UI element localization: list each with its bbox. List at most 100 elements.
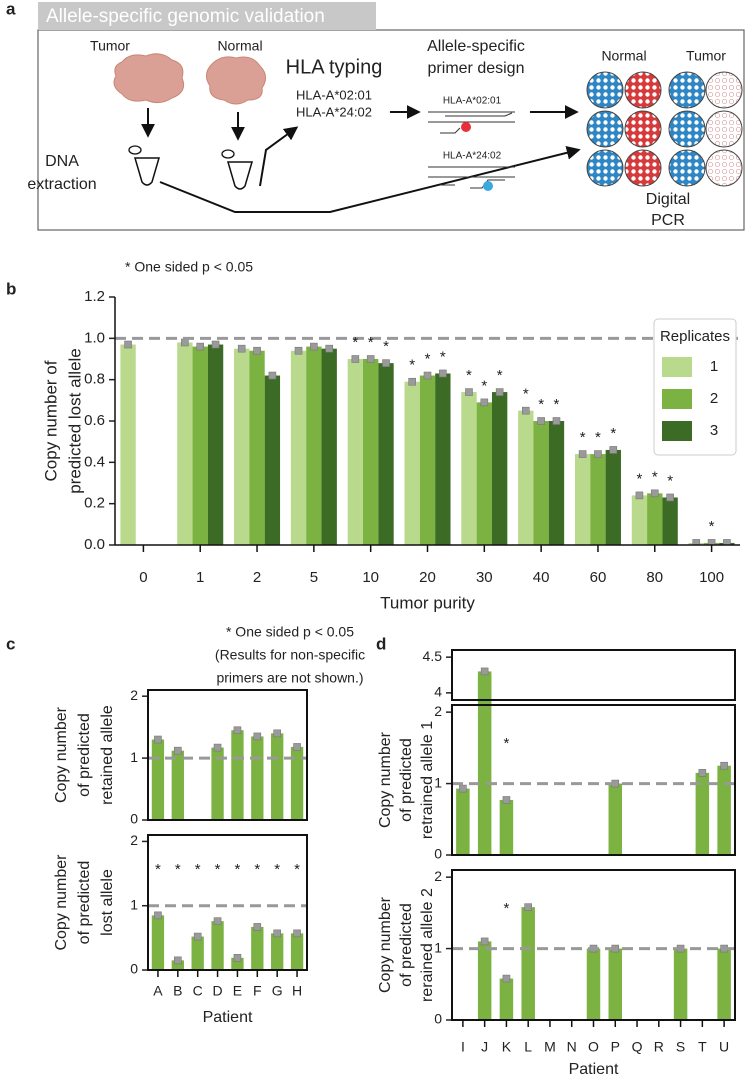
significance-star: * <box>440 348 446 365</box>
replicate-marker <box>253 732 262 741</box>
replicate-marker <box>612 904 619 911</box>
dpcr-tumor: Tumor <box>686 48 726 64</box>
y-axis-label: rerained allele 2 <box>419 888 436 1002</box>
replicate-marker <box>154 911 162 920</box>
bar <box>207 344 224 545</box>
replicate-marker <box>310 342 318 351</box>
replicate-marker <box>213 743 222 752</box>
bar <box>192 346 208 545</box>
x-tick-label: J <box>481 1039 488 1055</box>
y-axis-label: retained allele <box>99 705 116 805</box>
significance-star: * <box>504 900 510 917</box>
y-axis-label: of predicted <box>76 861 93 945</box>
replicate-marker <box>465 388 473 396</box>
tube-lid <box>221 149 235 159</box>
bar <box>695 772 710 855</box>
significance-star: * <box>466 367 472 384</box>
replicate-marker <box>503 920 510 927</box>
bar <box>290 350 307 545</box>
bar <box>251 736 264 820</box>
replicate-marker <box>721 886 728 893</box>
y-tick-label: 2 <box>130 687 138 703</box>
x-tick-label: O <box>588 1039 599 1055</box>
y-axis-label: Copy number <box>377 896 394 993</box>
bar <box>533 421 549 545</box>
dna-label: DNA <box>45 153 79 170</box>
bar <box>321 348 337 545</box>
bar <box>171 750 184 820</box>
replicate-marker <box>174 746 182 755</box>
replicate-marker <box>233 953 242 962</box>
title-box <box>38 2 376 30</box>
y-tick-label: 1 <box>434 939 442 955</box>
replicate-marker <box>273 729 281 738</box>
y-tick-label: 2 <box>434 868 442 884</box>
significance-star: * <box>175 861 181 878</box>
well <box>668 71 706 109</box>
bar <box>191 936 204 970</box>
panel-a: a Allele-specific genomic validation Tum… <box>6 0 745 231</box>
tube-lid <box>128 145 142 155</box>
replicate-marker <box>237 344 246 353</box>
y-tick-label: 1 <box>130 896 138 912</box>
bar <box>251 926 264 970</box>
bar <box>363 359 379 545</box>
significance-star: * <box>383 338 389 355</box>
x-tick-label: K <box>502 1039 512 1055</box>
well <box>586 110 624 148</box>
bar <box>477 675 492 855</box>
y-tick-label: 1.0 <box>84 329 105 346</box>
significance-star: * <box>294 861 300 878</box>
plot-frame <box>147 834 308 971</box>
significance-star: * <box>368 334 374 351</box>
replicate-marker <box>196 342 205 351</box>
significance-star: * <box>610 425 616 442</box>
significance-star: * <box>504 735 510 752</box>
plot-area <box>477 903 731 1020</box>
x-tick-label: 2 <box>253 569 261 586</box>
bar <box>271 933 284 970</box>
bar <box>271 733 284 820</box>
arrow <box>159 145 581 213</box>
replicate-marker <box>213 917 222 925</box>
bar <box>211 747 224 820</box>
bar <box>491 392 508 545</box>
replicate-marker <box>325 344 334 353</box>
bar <box>608 783 623 855</box>
x-tick-label: 1 <box>196 569 204 586</box>
x-tick-label: C <box>193 983 203 999</box>
panel-label: d <box>376 634 386 653</box>
bar <box>404 381 420 545</box>
bar <box>590 454 606 545</box>
significance-star: * <box>409 357 415 374</box>
bar <box>290 746 304 820</box>
legend-label: 1 <box>710 358 718 375</box>
y-tick-label: 0.8 <box>84 371 105 388</box>
bar <box>264 375 281 545</box>
significance-star: * <box>523 386 529 403</box>
x-axis-label: Patient <box>569 1061 619 1078</box>
replicate-marker <box>154 735 162 744</box>
bar <box>151 915 165 970</box>
well <box>624 110 662 148</box>
x-tick-label: Q <box>632 1039 643 1055</box>
y-axis-label: Copy number <box>53 854 70 951</box>
replicate-marker <box>293 743 301 751</box>
dpcr-wells <box>586 71 743 187</box>
significance-star: * <box>637 470 643 487</box>
significance-star: * <box>274 861 280 878</box>
replicate-marker <box>480 398 489 407</box>
replicate-marker <box>723 539 731 545</box>
replicate-marker <box>382 359 390 367</box>
bar <box>548 421 565 545</box>
significance-star: * <box>595 429 601 446</box>
replicate-marker <box>408 377 416 386</box>
replicate-marker <box>552 417 561 425</box>
replicate-marker <box>698 769 707 777</box>
bar <box>347 359 364 545</box>
replicate-marker <box>253 346 261 355</box>
bar <box>477 941 492 1020</box>
bar <box>177 342 193 545</box>
replicate-marker <box>273 929 281 938</box>
x-tick-label: F <box>253 983 262 999</box>
